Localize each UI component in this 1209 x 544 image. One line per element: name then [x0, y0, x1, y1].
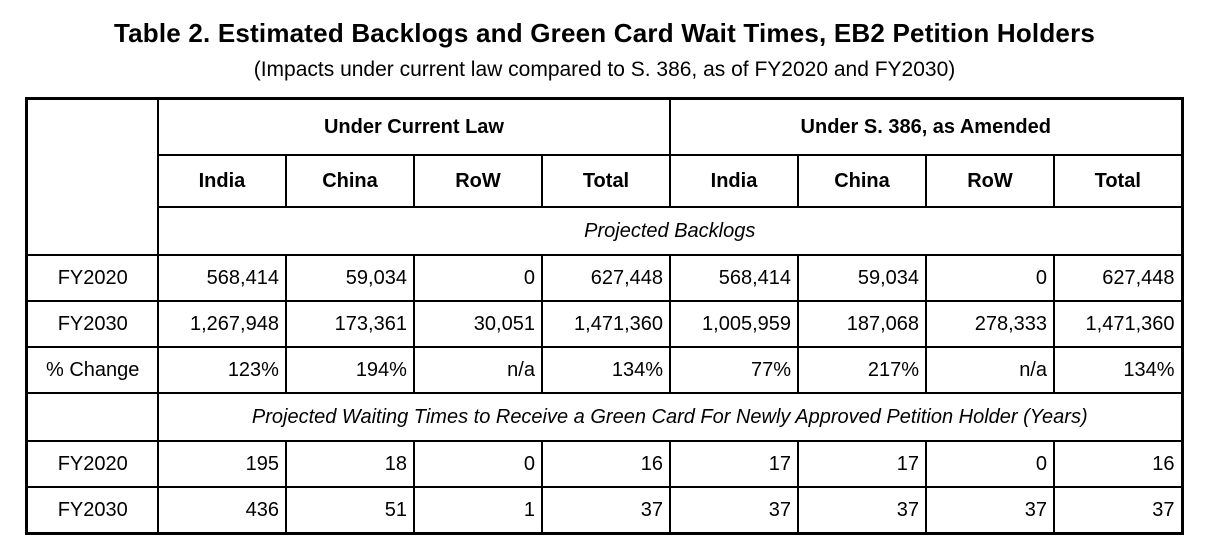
- data-cell: 51: [284, 486, 415, 535]
- data-cell: 1,005,959: [669, 300, 799, 348]
- data-cell: 30,051: [412, 300, 543, 348]
- corner-cell: [25, 97, 159, 256]
- column-header-row: India China RoW Total India China RoW To…: [27, 154, 1184, 208]
- data-cell: 436: [156, 486, 287, 535]
- section-label-backlogs: Projected Backlogs: [156, 206, 1184, 256]
- group-header-s386: Under S. 386, as Amended: [668, 97, 1184, 156]
- data-cell: 59,034: [797, 254, 927, 302]
- row-label: FY2020: [25, 254, 159, 302]
- data-cell: 278,333: [925, 300, 1055, 348]
- col-header-china-current: China: [284, 154, 415, 208]
- group-header-current-law: Under Current Law: [156, 97, 672, 156]
- data-cell: 217%: [797, 346, 927, 394]
- data-cell: 37: [797, 486, 927, 535]
- data-cell: 37: [540, 486, 672, 535]
- eb2-backlog-table: Under Current Law Under S. 386, as Amend…: [25, 97, 1184, 535]
- data-cell: 0: [925, 254, 1055, 302]
- data-cell: 134%: [540, 346, 672, 394]
- table-subtitle: (Impacts under current law compared to S…: [253, 58, 956, 81]
- table-row: FY2020 568,414 59,034 0 627,448 568,414 …: [25, 254, 1184, 302]
- data-cell: 0: [412, 254, 543, 302]
- data-cell: 123%: [156, 346, 287, 394]
- data-cell: 37: [1052, 486, 1184, 535]
- data-cell: 173,361: [284, 300, 415, 348]
- table-row: FY2020 195 18 0 16 17 17 0 16: [25, 440, 1184, 488]
- data-cell: n/a: [925, 346, 1055, 394]
- data-cell: 627,448: [540, 254, 672, 302]
- data-cell: 37: [925, 486, 1055, 535]
- data-cell: 568,414: [156, 254, 287, 302]
- group-header-row: Under Current Law Under S. 386, as Amend…: [25, 97, 1184, 256]
- data-cell: n/a: [412, 346, 543, 394]
- col-header-india-s386: India: [669, 154, 799, 208]
- data-cell: 18: [284, 440, 415, 488]
- col-header-row-s386: RoW: [925, 154, 1055, 208]
- data-cell: 568,414: [669, 254, 799, 302]
- data-cell: 77%: [669, 346, 799, 394]
- data-cell: 16: [1052, 440, 1184, 488]
- data-cell: 37: [669, 486, 799, 535]
- data-cell: 187,068: [797, 300, 927, 348]
- table-row: FY2030 436 51 1 37 37 37 37 37: [25, 486, 1184, 535]
- data-cell: 17: [669, 440, 799, 488]
- data-cell: 134%: [1052, 346, 1184, 394]
- section-label-wait-times: Projected Waiting Times to Receive a Gre…: [156, 392, 1184, 442]
- data-cell: 16: [540, 440, 672, 488]
- data-cell: 1,471,360: [540, 300, 672, 348]
- data-cell: 59,034: [284, 254, 415, 302]
- table-title: Table 2. Estimated Backlogs and Green Ca…: [113, 18, 1096, 48]
- data-cell: 0: [925, 440, 1055, 488]
- data-cell: 1,471,360: [1052, 300, 1184, 348]
- section-row-backlogs: Projected Backlogs: [27, 206, 1184, 256]
- data-cell: 195: [156, 440, 287, 488]
- data-cell: 1: [412, 486, 543, 535]
- table-row: % Change 123% 194% n/a 134% 77% 217% n/a…: [25, 346, 1184, 394]
- col-header-row-current: RoW: [412, 154, 543, 208]
- data-cell: 194%: [284, 346, 415, 394]
- col-header-china-s386: China: [797, 154, 927, 208]
- row-label: FY2030: [25, 300, 159, 348]
- col-header-total-s386: Total: [1052, 154, 1184, 208]
- data-cell: 0: [412, 440, 543, 488]
- row-label: FY2030: [25, 486, 159, 535]
- data-cell: 1,267,948: [156, 300, 287, 348]
- row-label: FY2020: [25, 440, 159, 488]
- empty-label-cell: [25, 392, 159, 442]
- col-header-total-current: Total: [540, 154, 672, 208]
- col-header-india-current: India: [156, 154, 287, 208]
- data-cell: 17: [797, 440, 927, 488]
- data-cell: 627,448: [1052, 254, 1184, 302]
- section-row-wait-times: Projected Waiting Times to Receive a Gre…: [25, 392, 1184, 442]
- row-label: % Change: [25, 346, 159, 394]
- table-row: FY2030 1,267,948 173,361 30,051 1,471,36…: [25, 300, 1184, 348]
